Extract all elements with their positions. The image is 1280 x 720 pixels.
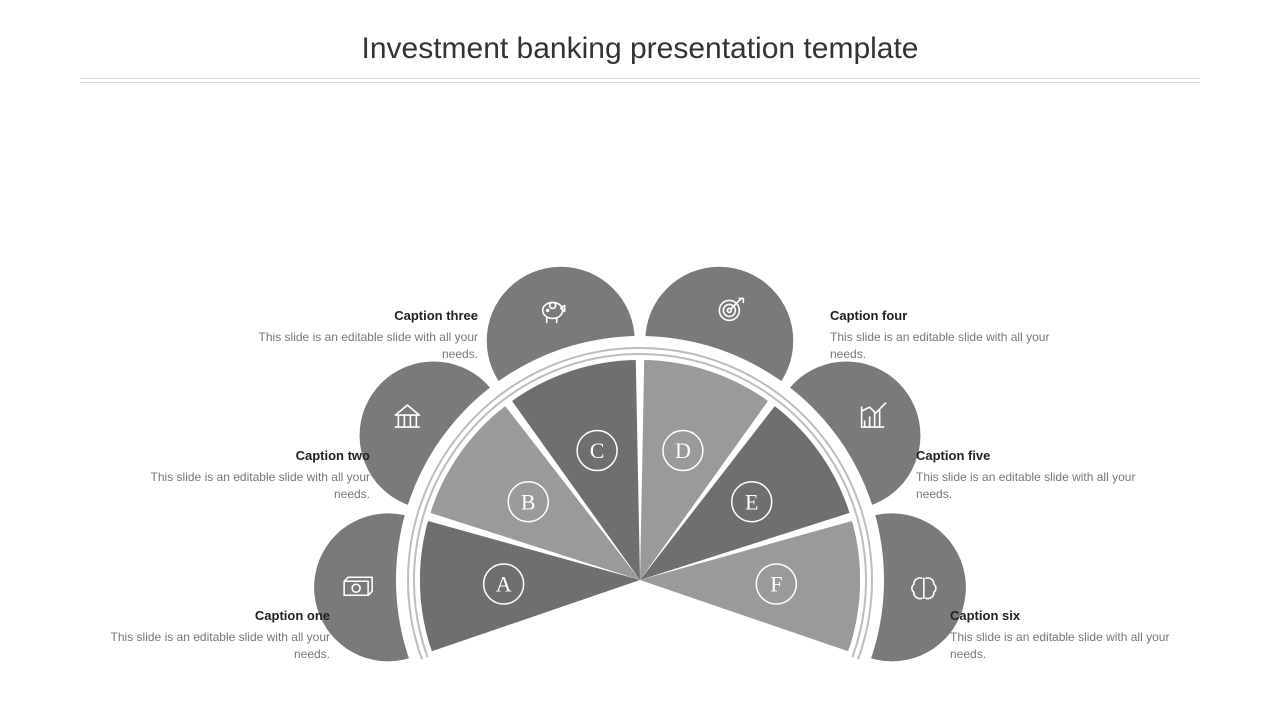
letter-D: D (675, 438, 691, 463)
caption-title: Caption five (916, 448, 1136, 463)
caption-text: This slide is an editable slide with all… (258, 329, 478, 364)
caption-six: Caption six This slide is an editable sl… (950, 608, 1170, 664)
caption-title: Caption four (830, 308, 1050, 323)
letter-E: E (745, 489, 758, 514)
slide: Investment banking presentation template… (0, 0, 1280, 720)
caption-text: This slide is an editable slide with all… (916, 469, 1136, 504)
letter-A: A (496, 571, 512, 596)
caption-two: Caption two This slide is an editable sl… (150, 448, 370, 504)
letter-C: C (590, 438, 605, 463)
caption-text: This slide is an editable slide with all… (950, 629, 1170, 664)
caption-text: This slide is an editable slide with all… (830, 329, 1050, 364)
caption-title: Caption three (258, 308, 478, 323)
letter-F: F (770, 571, 782, 596)
caption-title: Caption one (110, 608, 330, 623)
caption-title: Caption two (150, 448, 370, 463)
caption-four: Caption four This slide is an editable s… (830, 308, 1050, 364)
caption-title: Caption six (950, 608, 1170, 623)
caption-one: Caption one This slide is an editable sl… (110, 608, 330, 664)
page-title: Investment banking presentation template (0, 32, 1280, 66)
caption-five: Caption five This slide is an editable s… (916, 448, 1136, 504)
caption-text: This slide is an editable slide with all… (110, 629, 330, 664)
fan-diagram: A B C D E F (0, 140, 1280, 680)
caption-three: Caption three This slide is an editable … (258, 308, 478, 364)
diagram-stage: A B C D E F Caption one This slide is an edit… (0, 140, 1280, 680)
letter-B: B (521, 489, 536, 514)
caption-text: This slide is an editable slide with all… (150, 469, 370, 504)
